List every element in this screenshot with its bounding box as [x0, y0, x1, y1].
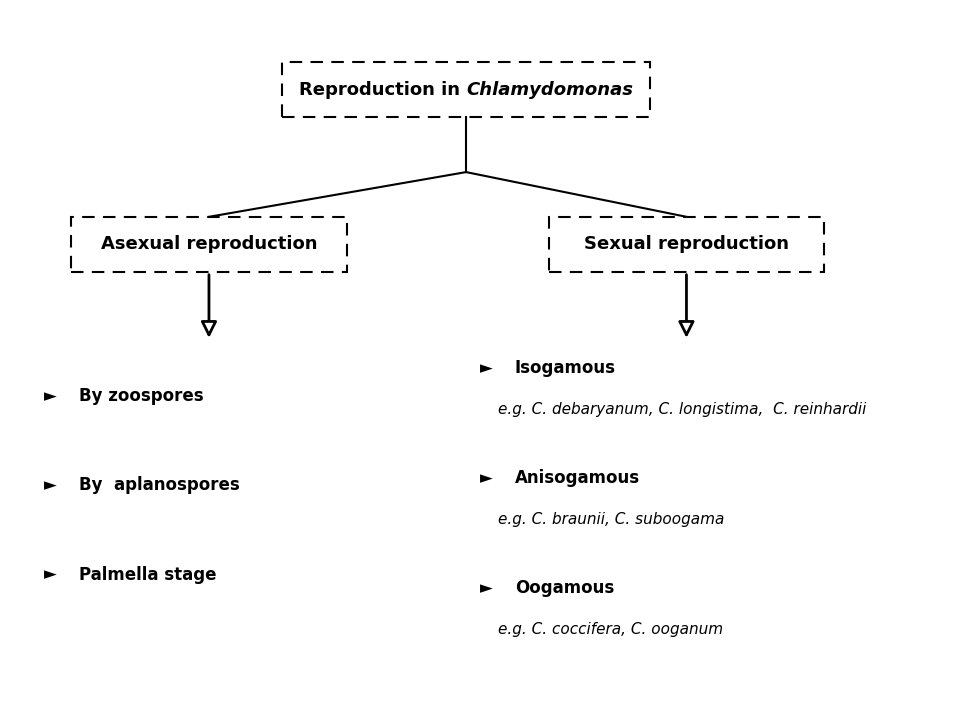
- Text: ►: ►: [44, 566, 56, 583]
- Text: e.g. C. debaryanum, C. longistima,  C. reinhardii: e.g. C. debaryanum, C. longistima, C. re…: [498, 402, 866, 417]
- Text: ►: ►: [44, 476, 56, 494]
- Text: e.g. C. braunii, C. suboogama: e.g. C. braunii, C. suboogama: [498, 512, 725, 527]
- Text: ►: ►: [480, 359, 492, 377]
- Text: ►: ►: [480, 579, 492, 597]
- Text: Reproduction in: Reproduction in: [299, 81, 467, 98]
- Text: ►: ►: [44, 387, 56, 405]
- Text: Oogamous: Oogamous: [514, 579, 614, 597]
- Text: Sexual reproduction: Sexual reproduction: [584, 235, 789, 253]
- Text: By  aplanospores: By aplanospores: [78, 476, 239, 494]
- Text: Chlamydomonas: Chlamydomonas: [467, 81, 633, 98]
- Text: Palmella stage: Palmella stage: [78, 566, 216, 583]
- Text: By zoospores: By zoospores: [78, 387, 204, 405]
- Text: Isogamous: Isogamous: [514, 359, 616, 377]
- Text: ►: ►: [480, 470, 492, 487]
- Text: e.g. C. coccifera, C. ooganum: e.g. C. coccifera, C. ooganum: [498, 622, 724, 637]
- Text: Asexual reproduction: Asexual reproduction: [100, 235, 317, 253]
- Text: Anisogamous: Anisogamous: [514, 470, 640, 487]
